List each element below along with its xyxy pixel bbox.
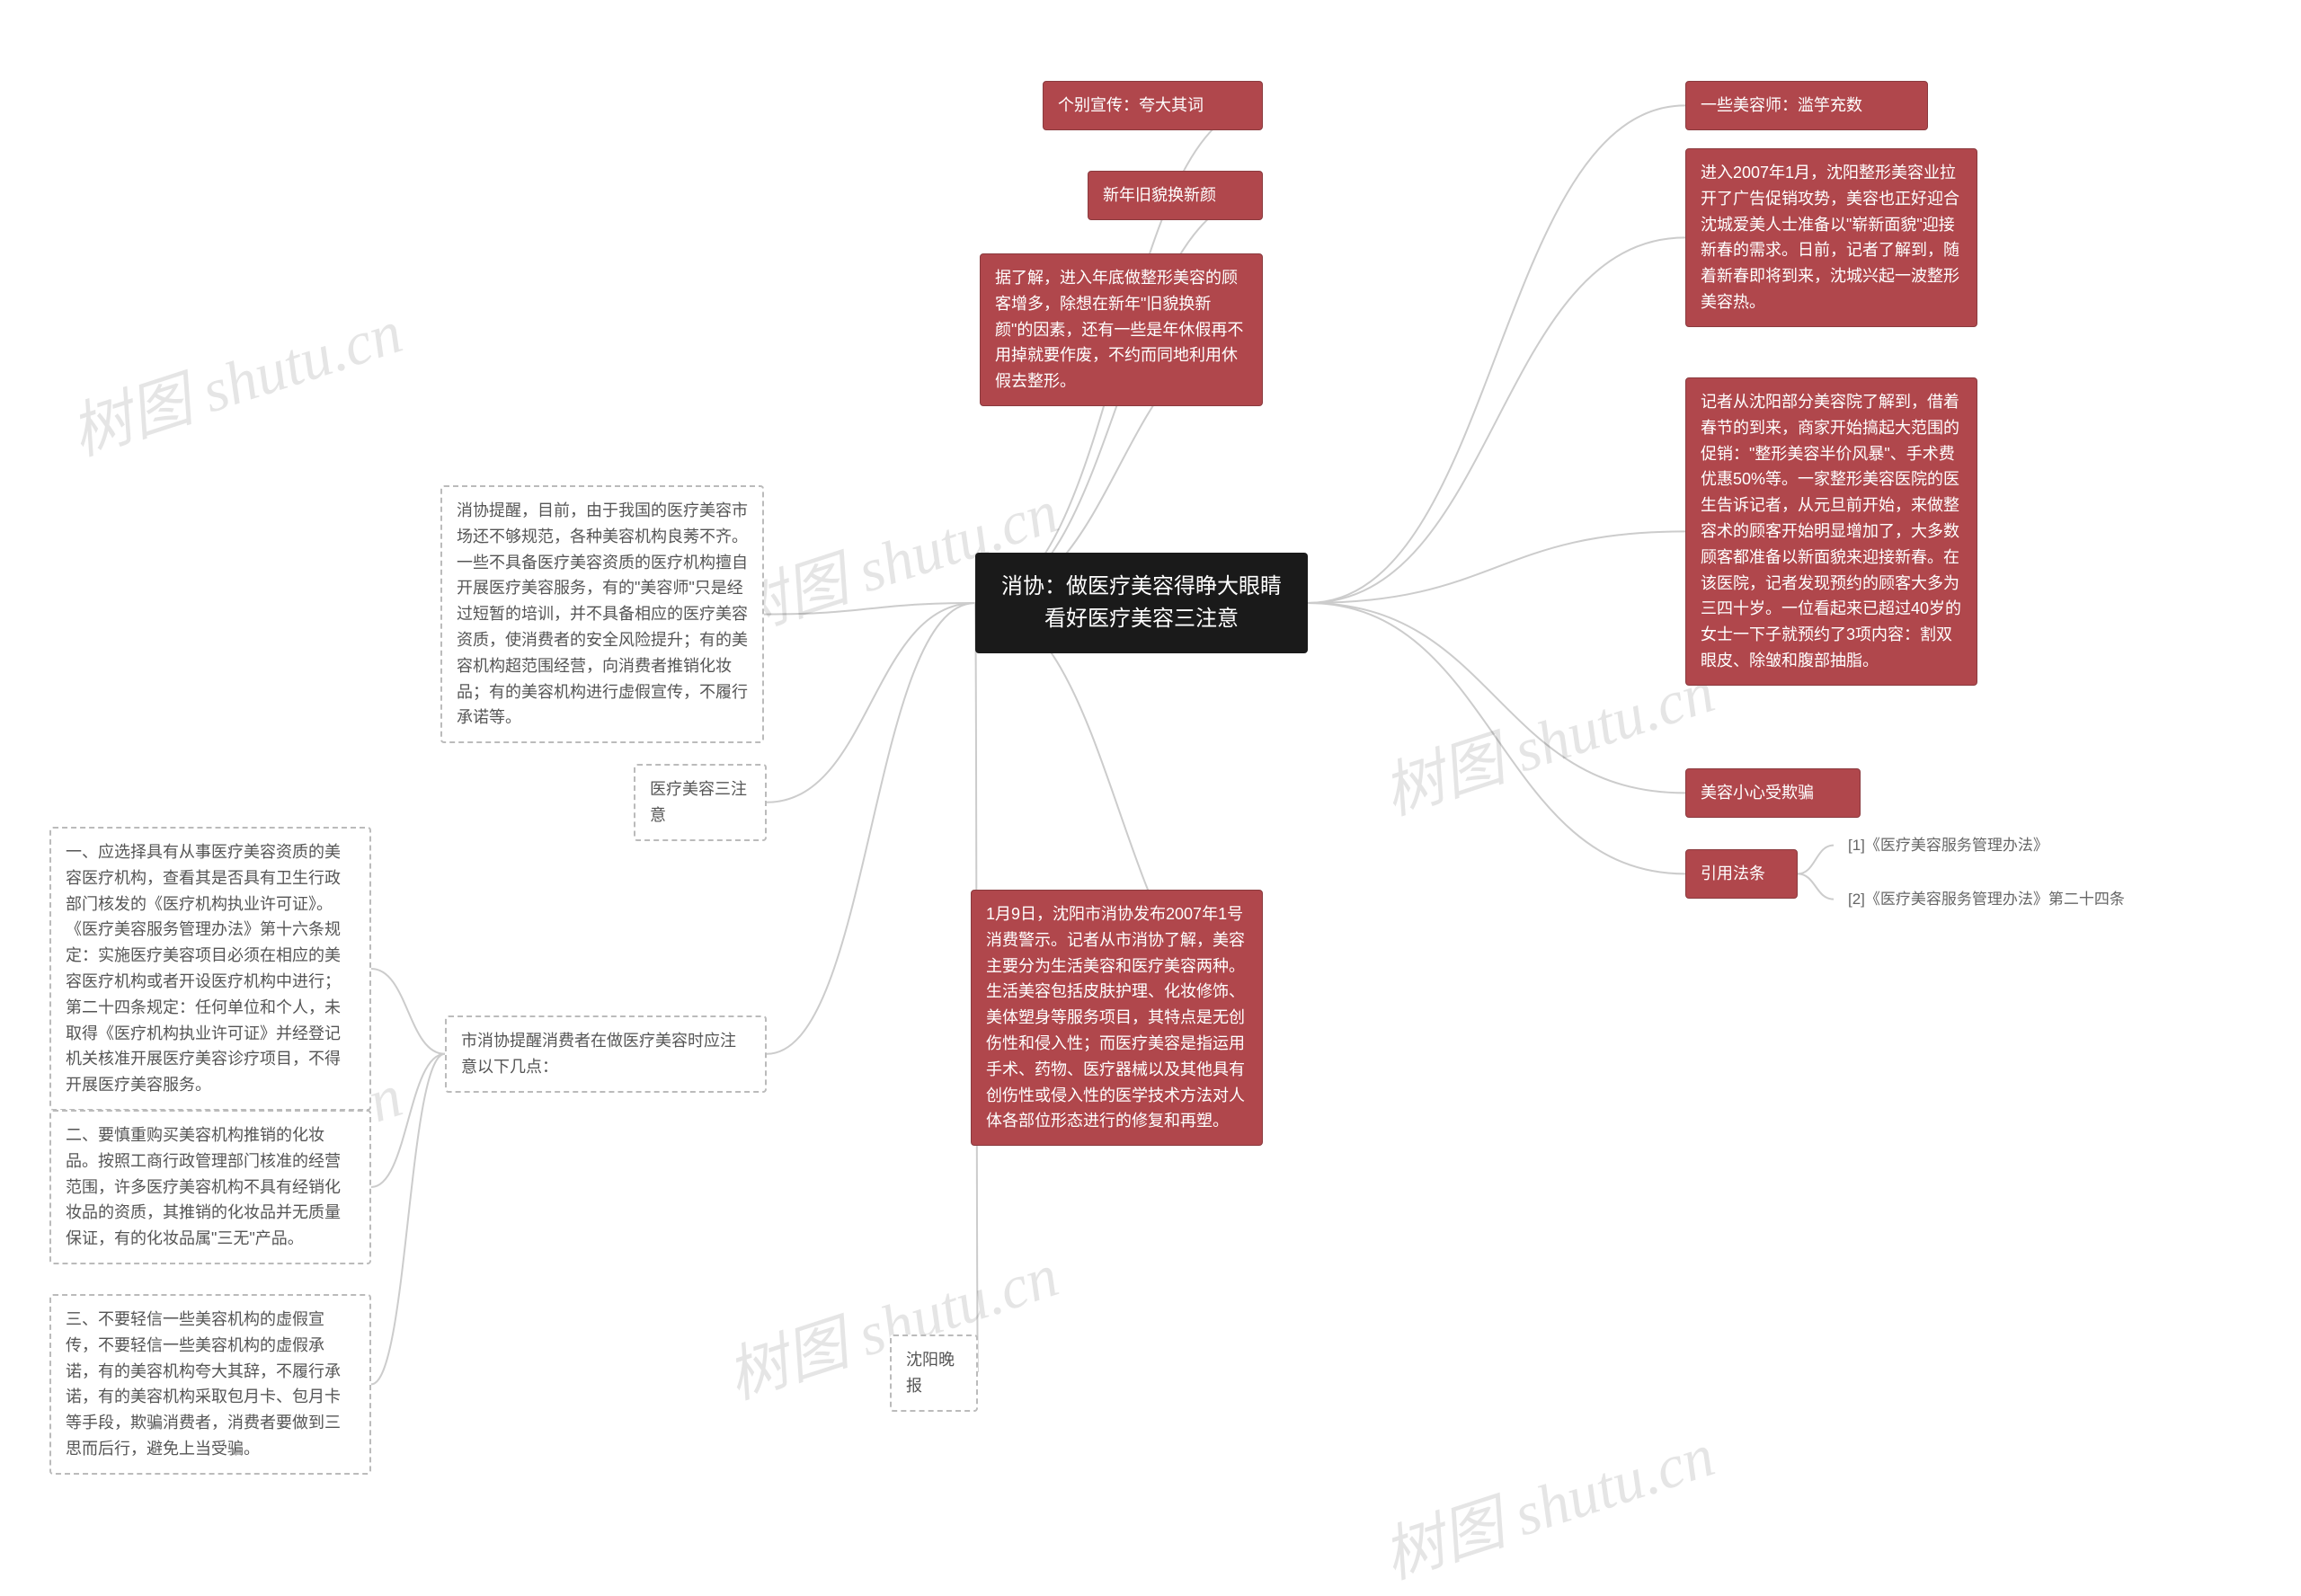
watermark: 树图 shutu.cn (1370, 641, 1723, 831)
mindmap-root: 消协：做医疗美容得睁大眼睛 看好医疗美容三注意 (975, 553, 1308, 653)
node-red: 进入2007年1月，沈阳整形美容业拉开了广告促销攻势，美容也正好迎合沈城爱美人士… (1685, 148, 1977, 327)
node-gray: 消协提醒，目前，由于我国的医疗美容市场还不够规范，各种美容机构良莠不齐。一些不具… (440, 485, 764, 743)
node-red: 1月9日，沈阳市消协发布2007年1号消费警示。记者从市消协了解，美容主要分为生… (971, 890, 1263, 1146)
node-red: 引用法条 (1685, 849, 1798, 899)
node-red: 据了解，进入年底做整形美容的顾客增多，除想在新年"旧貌换新颜"的因素，还有一些是… (980, 253, 1263, 406)
node-red: 新年旧貌换新颜 (1088, 171, 1263, 220)
node-red: 记者从沈阳部分美容院了解到，借着春节的到来，商家开始搞起大范围的促销："整形美容… (1685, 377, 1977, 686)
node-gray: 二、要慎重购买美容机构推销的化妆品。按照工商行政管理部门核准的经营范围，许多医疗… (49, 1110, 371, 1264)
node-gray: 医疗美容三注意 (634, 764, 767, 841)
reference-text: [2]《医疗美容服务管理办法》第二十四条 (1834, 876, 2229, 922)
node-red: 一些美容师：滥竽充数 (1685, 81, 1928, 130)
node-gray: 三、不要轻信一些美容机构的虚假宣传，不要轻信一些美容机构的虚假承诺，有的美容机构… (49, 1294, 371, 1475)
node-red: 个别宣传：夸大其词 (1043, 81, 1263, 130)
node-gray: 一、应选择具有从事医疗美容资质的美容医疗机构，查看其是否具有卫生行政部门核发的《… (49, 827, 371, 1111)
reference-text: [1]《医疗美容服务管理办法》 (1834, 822, 2157, 868)
node-red: 美容小心受欺骗 (1685, 768, 1861, 818)
node-gray: 沈阳晚报 (890, 1334, 978, 1412)
watermark: 树图 shutu.cn (1370, 1405, 1723, 1595)
watermark: 树图 shutu.cn (58, 281, 411, 472)
node-gray: 市消协提醒消费者在做医疗美容时应注意以下几点： (445, 1015, 767, 1093)
